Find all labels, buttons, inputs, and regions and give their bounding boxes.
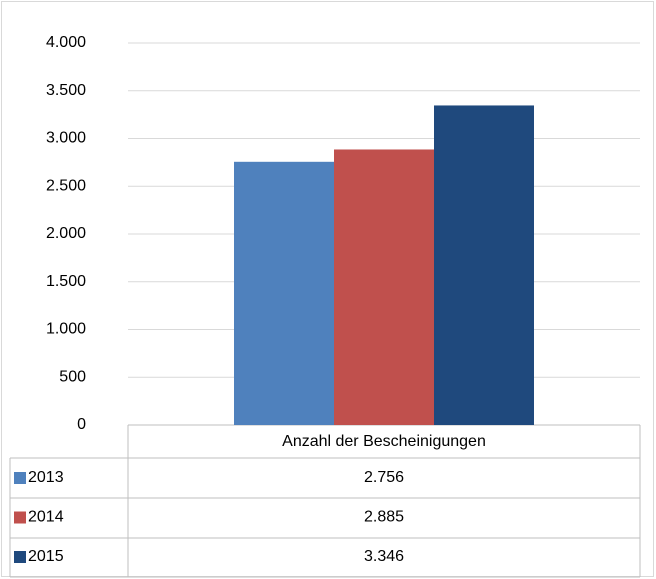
bar bbox=[334, 149, 434, 426]
table-value: 2.885 bbox=[364, 509, 404, 526]
legend-key bbox=[14, 511, 26, 524]
y-tick-label: 2.500 bbox=[46, 177, 86, 194]
y-tick-label: 500 bbox=[59, 368, 86, 385]
legend-key bbox=[14, 472, 26, 484]
y-tick-label: 4.000 bbox=[46, 34, 86, 51]
table-value: 3.346 bbox=[364, 548, 404, 565]
table-header: Anzahl der Bescheinigungen bbox=[282, 433, 486, 450]
y-tick-label: 2.000 bbox=[46, 225, 86, 242]
legend-label: 2015 bbox=[28, 548, 64, 565]
y-tick-label: 0 bbox=[77, 416, 86, 433]
legend-label: 2014 bbox=[28, 509, 64, 526]
legend-key bbox=[14, 551, 26, 563]
y-tick-label: 1.500 bbox=[46, 273, 86, 290]
table-value: 2.756 bbox=[364, 469, 404, 486]
bar bbox=[234, 161, 334, 425]
bar bbox=[434, 105, 534, 425]
y-tick-label: 3.500 bbox=[46, 82, 86, 99]
legend-label: 2013 bbox=[28, 469, 64, 486]
data-table-lines bbox=[9, 424, 641, 578]
y-tick-label: 1.000 bbox=[46, 321, 86, 338]
y-tick-label: 3.000 bbox=[46, 130, 86, 147]
